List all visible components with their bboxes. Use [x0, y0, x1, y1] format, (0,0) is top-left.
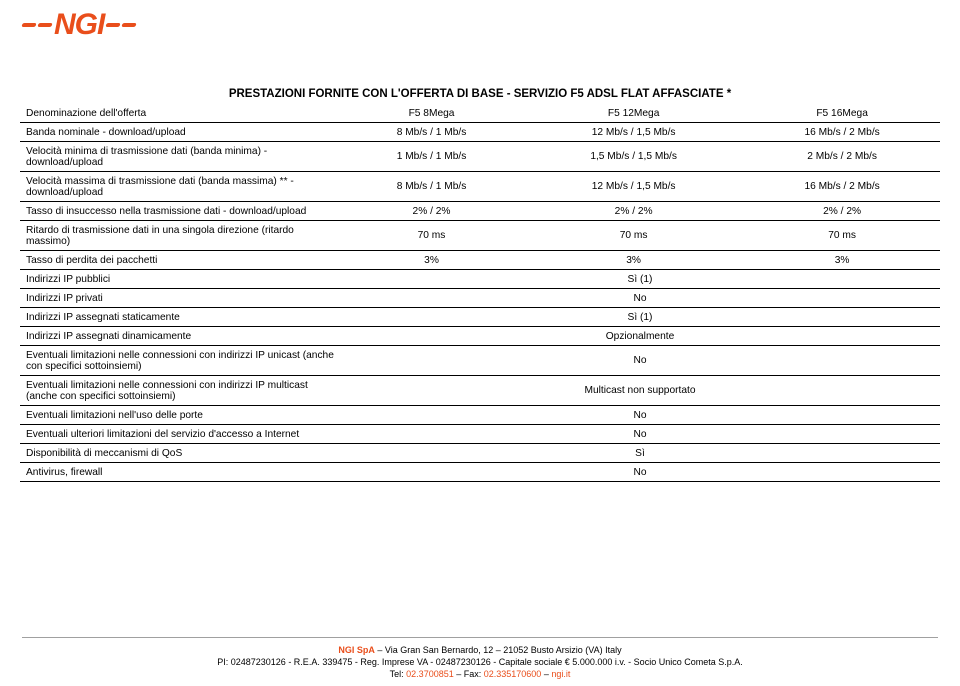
- table-row: Antivirus, firewallNo: [20, 463, 940, 482]
- cell-value-span: No: [340, 289, 940, 308]
- footer-line-2: PI: 02487230126 - R.E.A. 339475 - Reg. I…: [0, 656, 960, 668]
- footer-tel-label: Tel:: [390, 669, 407, 679]
- footer-line-3: Tel: 02.3700851 – Fax: 02.335170600 – ng…: [0, 668, 960, 680]
- table-row: Eventuali limitazioni nelle connessioni …: [20, 346, 940, 376]
- table-row: Eventuali ulteriori limitazioni del serv…: [20, 425, 940, 444]
- cell-value: 70 ms: [523, 221, 744, 251]
- cell-value: 1 Mb/s / 1 Mb/s: [340, 142, 523, 172]
- row-label: Banda nominale - download/upload: [20, 123, 340, 142]
- cell-value-span: No: [340, 425, 940, 444]
- footer-rule: [22, 637, 938, 638]
- logo-bars-left: [22, 23, 52, 27]
- cell-value: 1,5 Mb/s / 1,5 Mb/s: [523, 142, 744, 172]
- row-label: Indirizzi IP assegnati dinamicamente: [20, 327, 340, 346]
- cell-value: 2% / 2%: [744, 202, 940, 221]
- column-header: F5 16Mega: [744, 104, 940, 122]
- table-row: Indirizzi IP pubbliciSì (1): [20, 270, 940, 289]
- cell-value: 8 Mb/s / 1 Mb/s: [340, 172, 523, 202]
- cell-value-span: No: [340, 463, 940, 482]
- footer-line-1: NGI SpA – Via Gran San Bernardo, 12 – 21…: [0, 644, 960, 656]
- row-label: Eventuali limitazioni nelle connessioni …: [20, 346, 340, 376]
- table-row: Tasso di perdita dei pacchetti3%3%3%: [20, 251, 940, 270]
- row-label: Eventuali limitazioni nell'uso delle por…: [20, 406, 340, 425]
- brand-logo: NGI: [22, 8, 136, 42]
- row-label: Denominazione dell'offerta: [20, 104, 340, 122]
- cell-value-span: Sì (1): [340, 308, 940, 327]
- table-row: Indirizzi IP assegnati dinamicamenteOpzi…: [20, 327, 940, 346]
- table-title: PRESTAZIONI FORNITE CON L'OFFERTA DI BAS…: [20, 88, 940, 100]
- footer-fax: 02.335170600: [484, 669, 542, 679]
- cell-value: 70 ms: [744, 221, 940, 251]
- logo-text: NGI: [54, 8, 104, 42]
- footer-address: – Via Gran San Bernardo, 12 – 21052 Bust…: [375, 645, 622, 655]
- table-row: Indirizzi IP privatiNo: [20, 289, 940, 308]
- cell-value-span: No: [340, 346, 940, 376]
- footer-url: ngi.it: [551, 669, 570, 679]
- column-header: F5 8Mega: [340, 104, 523, 122]
- table-row: Eventuali limitazioni nell'uso delle por…: [20, 406, 940, 425]
- specs-table: Denominazione dell'offertaF5 8MegaF5 12M…: [20, 104, 940, 482]
- table-rule: [20, 481, 940, 482]
- row-label: Indirizzi IP pubblici: [20, 270, 340, 289]
- table-row: Eventuali limitazioni nelle connessioni …: [20, 376, 940, 406]
- page-footer: NGI SpA – Via Gran San Bernardo, 12 – 21…: [0, 637, 960, 680]
- document-content: PRESTAZIONI FORNITE CON L'OFFERTA DI BAS…: [20, 88, 940, 482]
- cell-value-span: Multicast non supportato: [340, 376, 940, 406]
- cell-value: 8 Mb/s / 1 Mb/s: [340, 123, 523, 142]
- row-label: Antivirus, firewall: [20, 463, 340, 482]
- footer-fax-label: – Fax:: [454, 669, 484, 679]
- table-row: Indirizzi IP assegnati staticamenteSì (1…: [20, 308, 940, 327]
- cell-value-span: Sì: [340, 444, 940, 463]
- row-label: Indirizzi IP assegnati staticamente: [20, 308, 340, 327]
- row-label: Velocità minima di trasmissione dati (ba…: [20, 142, 340, 172]
- footer-sep: –: [541, 669, 551, 679]
- table-row: Disponibilità di meccanismi di QoSSì: [20, 444, 940, 463]
- cell-value-span: Sì (1): [340, 270, 940, 289]
- row-label: Tasso di perdita dei pacchetti: [20, 251, 340, 270]
- cell-value: 2 Mb/s / 2 Mb/s: [744, 142, 940, 172]
- table-row: Tasso di insuccesso nella trasmissione d…: [20, 202, 940, 221]
- table-row: Velocità minima di trasmissione dati (ba…: [20, 142, 940, 172]
- cell-value: 16 Mb/s / 2 Mb/s: [744, 172, 940, 202]
- cell-value: 16 Mb/s / 2 Mb/s: [744, 123, 940, 142]
- row-label: Indirizzi IP privati: [20, 289, 340, 308]
- cell-value: 3%: [523, 251, 744, 270]
- table-row: Denominazione dell'offertaF5 8MegaF5 12M…: [20, 104, 940, 122]
- cell-value: 2% / 2%: [340, 202, 523, 221]
- table-row: Ritardo di trasmissione dati in una sing…: [20, 221, 940, 251]
- row-label: Ritardo di trasmissione dati in una sing…: [20, 221, 340, 251]
- logo-bars-right: [106, 23, 136, 27]
- cell-value: 12 Mb/s / 1,5 Mb/s: [523, 123, 744, 142]
- footer-tel: 02.3700851: [406, 669, 454, 679]
- cell-value: 12 Mb/s / 1,5 Mb/s: [523, 172, 744, 202]
- cell-value: 2% / 2%: [523, 202, 744, 221]
- cell-value: 3%: [744, 251, 940, 270]
- column-header: F5 12Mega: [523, 104, 744, 122]
- table-row: Velocità massima di trasmissione dati (b…: [20, 172, 940, 202]
- table-row: Banda nominale - download/upload8 Mb/s /…: [20, 123, 940, 142]
- row-label: Velocità massima di trasmissione dati (b…: [20, 172, 340, 202]
- cell-value-span: Opzionalmente: [340, 327, 940, 346]
- row-label: Disponibilità di meccanismi di QoS: [20, 444, 340, 463]
- row-label: Eventuali ulteriori limitazioni del serv…: [20, 425, 340, 444]
- row-label: Tasso di insuccesso nella trasmissione d…: [20, 202, 340, 221]
- cell-value: 3%: [340, 251, 523, 270]
- cell-value: 70 ms: [340, 221, 523, 251]
- row-label: Eventuali limitazioni nelle connessioni …: [20, 376, 340, 406]
- cell-value-span: No: [340, 406, 940, 425]
- footer-brand: NGI SpA: [338, 645, 375, 655]
